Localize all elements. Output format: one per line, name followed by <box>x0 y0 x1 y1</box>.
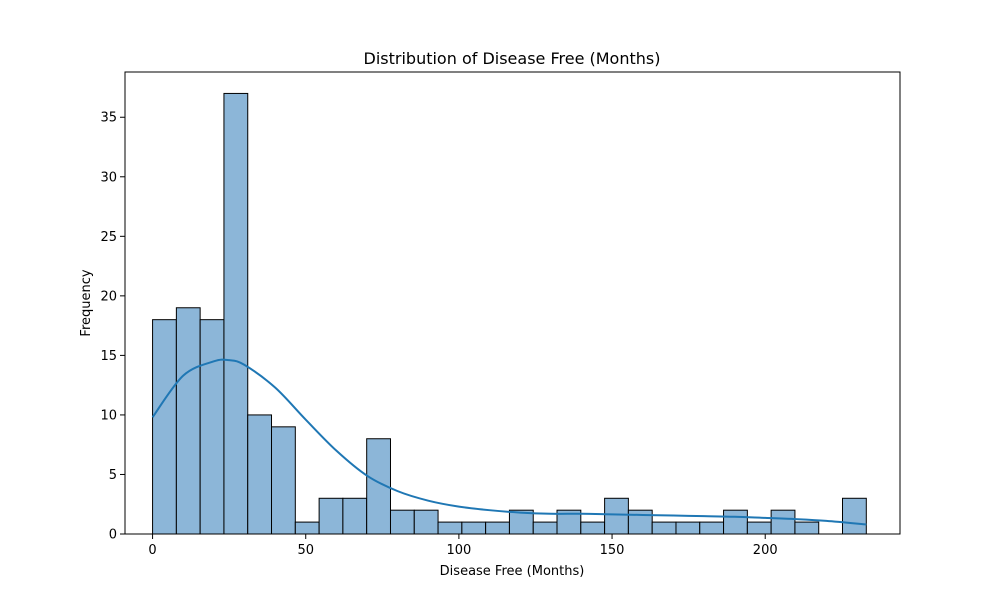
x-axis-label: Disease Free (Months) <box>440 564 585 579</box>
y-tick-label: 30 <box>100 170 117 185</box>
x-tick-label: 100 <box>446 543 471 558</box>
histogram-bar <box>485 521 510 535</box>
histogram-bar <box>723 509 748 535</box>
plot-frame <box>124 71 901 535</box>
y-tick-label: 25 <box>100 230 117 245</box>
histogram-bars <box>152 92 867 535</box>
kde-curve <box>151 358 867 526</box>
histogram-bar <box>651 521 677 535</box>
y-tick-label: 20 <box>100 289 117 304</box>
y-axis-label: Frequency <box>79 269 94 336</box>
histogram-bar <box>342 497 368 535</box>
histogram-bar <box>842 497 867 535</box>
histogram-bar <box>461 521 487 535</box>
x-tick-label: 200 <box>753 543 778 558</box>
histogram-bar <box>318 497 344 535</box>
histogram-bar <box>247 414 273 535</box>
histogram-bar <box>413 509 439 535</box>
y-tick-label: 5 <box>109 468 117 483</box>
y-tick-label: 15 <box>100 349 117 364</box>
y-tick-label: 0 <box>109 528 117 543</box>
histogram-bar <box>389 509 415 535</box>
histogram-bar <box>580 521 606 535</box>
y-tick-label: 35 <box>100 111 117 126</box>
histogram-bar <box>746 521 772 535</box>
histogram-bar <box>532 521 558 535</box>
histogram-bar <box>437 521 463 535</box>
histogram-bar <box>223 92 249 535</box>
histogram-bar <box>152 319 177 535</box>
x-tick-label: 0 <box>148 543 156 558</box>
histogram-bar <box>675 521 701 535</box>
histogram-bar <box>604 497 629 535</box>
chart-title: Distribution of Disease Free (Months) <box>364 49 661 68</box>
x-tick-label: 150 <box>600 543 625 558</box>
y-axis: 0 5 10 15 20 25 30 35 <box>100 111 125 543</box>
histogram-bar <box>294 521 320 535</box>
histogram-bar <box>199 319 225 535</box>
histogram-bar <box>794 521 820 535</box>
x-axis: 0 50 100 150 200 <box>148 534 778 558</box>
histogram-bar <box>271 426 296 535</box>
histogram-bar <box>770 509 796 535</box>
y-tick-label: 10 <box>100 408 117 423</box>
x-tick-label: 50 <box>297 543 314 558</box>
histogram-bar <box>699 521 725 535</box>
histogram-bar <box>175 307 201 535</box>
